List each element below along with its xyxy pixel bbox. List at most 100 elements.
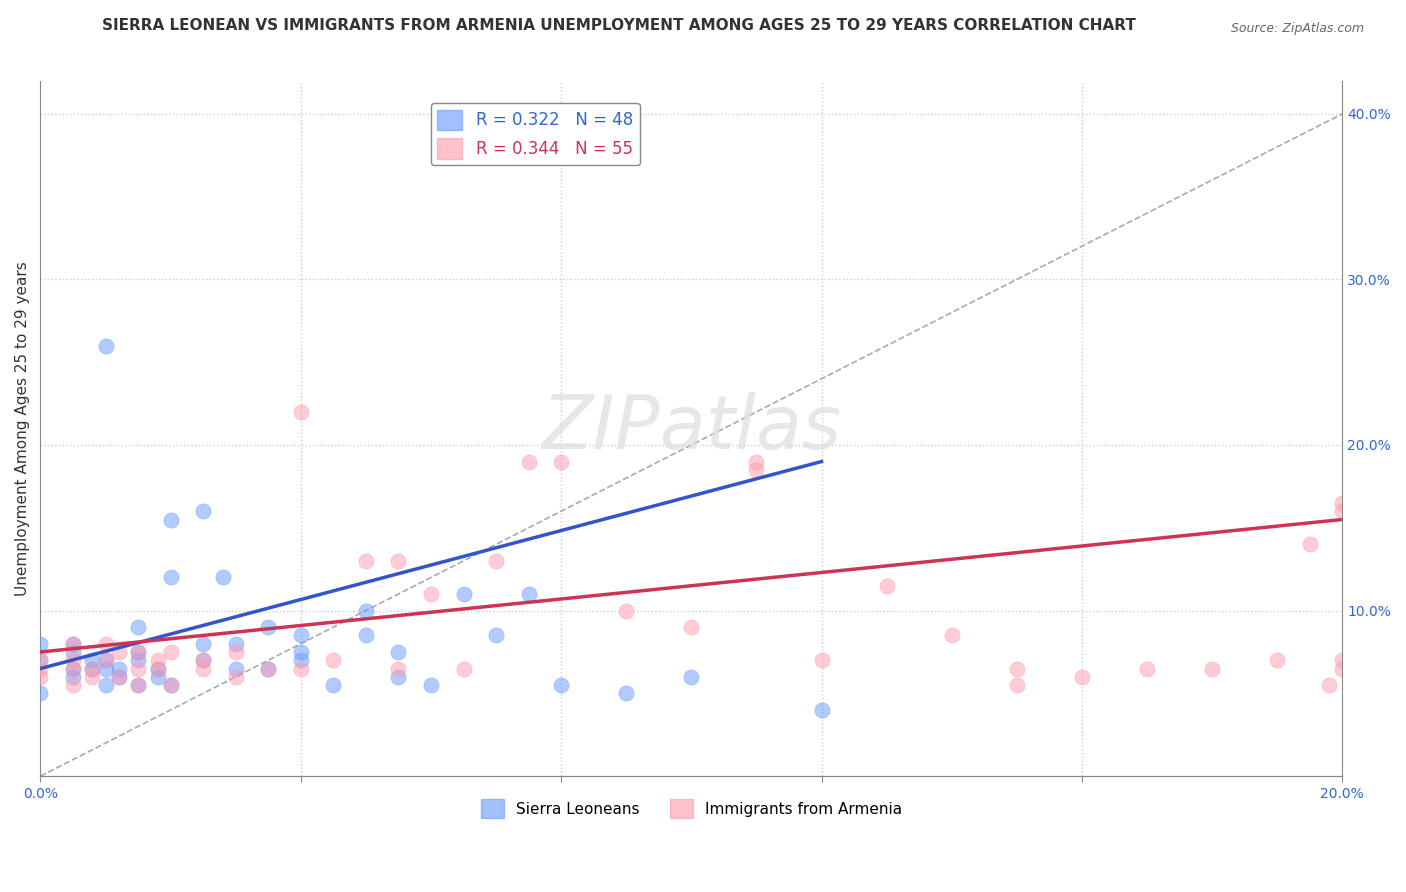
Point (225, 661, 247, 675)
Point (30, 670, 52, 684)
Point (1317, 678, 1340, 692)
Point (191, 661, 214, 675)
Text: Source: ZipAtlas.com: Source: ZipAtlas.com (1230, 22, 1364, 36)
Point (745, 454, 768, 468)
Point (82, 661, 104, 675)
Point (30, 653, 52, 667)
Text: ZIPatlas: ZIPatlas (541, 392, 841, 465)
Point (62, 661, 84, 675)
Point (1331, 653, 1354, 667)
Point (159, 678, 181, 692)
Point (146, 653, 169, 667)
Point (517, 587, 540, 601)
Point (1005, 661, 1028, 675)
Point (810, 703, 832, 717)
Point (876, 579, 898, 593)
Point (290, 661, 312, 675)
Point (614, 686, 637, 700)
Point (290, 628, 312, 642)
Point (191, 653, 214, 667)
Point (127, 661, 149, 675)
Point (94, 678, 117, 692)
Point (941, 628, 963, 642)
Point (30, 661, 52, 675)
Legend: Sierra Leoneans, Immigrants from Armenia: Sierra Leoneans, Immigrants from Armenia (474, 793, 908, 824)
Point (146, 670, 169, 684)
Point (146, 661, 169, 675)
Point (159, 645, 181, 659)
Point (94, 653, 117, 667)
Point (146, 661, 169, 675)
Point (30, 686, 52, 700)
Point (485, 554, 508, 568)
Point (159, 570, 181, 584)
Point (387, 661, 409, 675)
Point (290, 653, 312, 667)
Point (453, 587, 475, 601)
Point (420, 587, 443, 601)
Point (550, 454, 572, 468)
Point (387, 670, 409, 684)
Point (681, 670, 703, 684)
Point (225, 645, 247, 659)
Point (94, 637, 117, 651)
Point (322, 653, 344, 667)
Point (127, 678, 149, 692)
Point (354, 604, 377, 618)
Point (1070, 670, 1092, 684)
Point (82, 653, 104, 667)
Point (107, 670, 129, 684)
Point (127, 645, 149, 659)
Point (1265, 653, 1288, 667)
Point (82, 661, 104, 675)
Point (127, 653, 149, 667)
Point (1005, 678, 1028, 692)
Point (420, 678, 443, 692)
Point (107, 670, 129, 684)
Point (127, 678, 149, 692)
Point (1201, 661, 1223, 675)
Point (681, 620, 703, 634)
Point (257, 661, 280, 675)
Point (257, 661, 280, 675)
Point (62, 653, 84, 667)
Point (550, 678, 572, 692)
Point (82, 670, 104, 684)
Point (62, 670, 84, 684)
Point (191, 637, 214, 651)
Point (30, 653, 52, 667)
Point (159, 512, 181, 526)
Point (387, 554, 409, 568)
Point (1331, 661, 1354, 675)
Point (62, 678, 84, 692)
Point (62, 637, 84, 651)
Point (453, 661, 475, 675)
Point (517, 454, 540, 468)
Point (322, 678, 344, 692)
Point (94, 661, 117, 675)
Point (191, 504, 214, 518)
Point (94, 653, 117, 667)
Point (191, 653, 214, 667)
Point (290, 405, 312, 419)
Point (354, 628, 377, 642)
Point (614, 604, 637, 618)
Y-axis label: Unemployment Among Ages 25 to 29 years: Unemployment Among Ages 25 to 29 years (15, 261, 30, 596)
Text: SIERRA LEONEAN VS IMMIGRANTS FROM ARMENIA UNEMPLOYMENT AMONG AGES 25 TO 29 YEARS: SIERRA LEONEAN VS IMMIGRANTS FROM ARMENI… (101, 18, 1136, 33)
Point (62, 661, 84, 675)
Point (485, 628, 508, 642)
Point (62, 645, 84, 659)
Point (1299, 537, 1322, 551)
Point (387, 645, 409, 659)
Point (107, 645, 129, 659)
Point (127, 620, 149, 634)
Point (290, 645, 312, 659)
Point (1331, 496, 1354, 510)
Point (354, 554, 377, 568)
Point (30, 637, 52, 651)
Point (159, 678, 181, 692)
Point (1136, 661, 1159, 675)
Point (257, 620, 280, 634)
Point (94, 338, 117, 352)
Point (1331, 504, 1354, 518)
